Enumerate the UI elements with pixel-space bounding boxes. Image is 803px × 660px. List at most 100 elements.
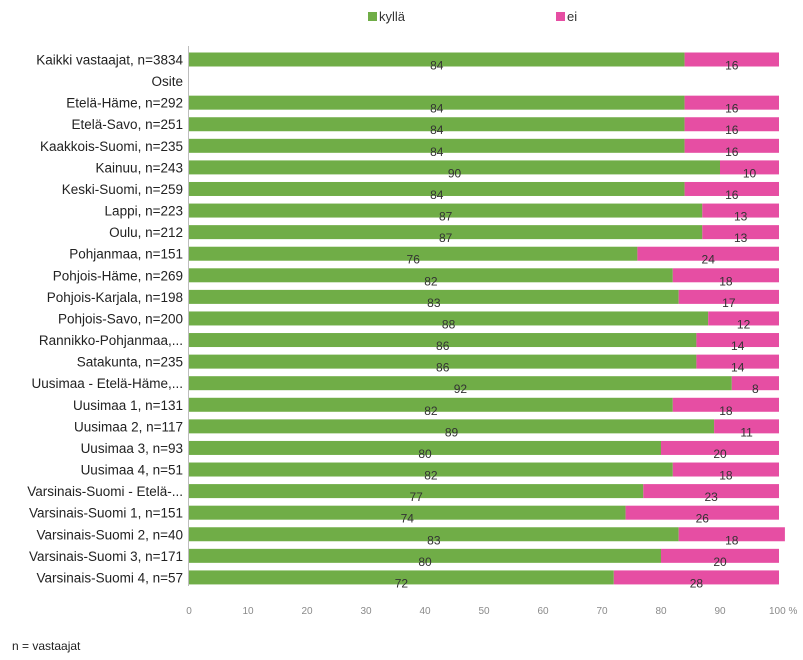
bar-ei-uusimaa-etela-hame (731, 376, 779, 391)
value-label-kylla-uusimaa-4-n-51: 82 (424, 469, 438, 483)
value-label-kylla-uusimaa-1-n-131: 82 (424, 404, 438, 418)
value-label-kylla-pohjois-karjala-n-198: 83 (427, 296, 441, 310)
bar-ei-varsinais-suomi-1-n-151 (625, 505, 779, 520)
value-label-kylla-lappi-n-223: 87 (439, 210, 453, 224)
value-label-ei-varsinais-suomi-2-n-40: 18 (725, 533, 739, 547)
category-label-uusimaa-1-n-131: Uusimaa 1, n=131 (73, 398, 183, 413)
bar-kylla-oulu-n-212 (189, 225, 703, 240)
category-label-etela-savo-n-251: Etelä-Savo, n=251 (72, 117, 183, 132)
bar-ei-pohjanmaa-n-151 (637, 246, 779, 261)
bar-ei-varsinais-suomi-4-n-57 (613, 570, 779, 585)
value-label-ei-uusimaa-1-n-131: 18 (719, 404, 733, 418)
value-label-kylla-oulu-n-212: 87 (439, 231, 453, 245)
category-label-uusimaa-etela-hame: Uusimaa - Etelä-Häme,... (31, 376, 183, 391)
x-tick-label: 0 (186, 606, 192, 617)
bar-ei-etela-hame-n-292 (684, 95, 779, 110)
bar-kylla-kainuu-n-243 (189, 160, 720, 175)
bar-kylla-uusimaa-1-n-131 (189, 397, 673, 412)
category-label-varsinais-suomi-4-n-57: Varsinais-Suomi 4, n=57 (37, 570, 183, 585)
value-label-kylla-satakunta-n-235: 86 (436, 361, 450, 375)
bar-kylla-kaakkois-suomi-n-235 (189, 138, 685, 153)
bar-kylla-uusimaa-etela-hame (189, 376, 732, 391)
bar-ei-rannikko-pohjanmaa (696, 333, 779, 348)
x-tick-label: 90 (714, 606, 726, 617)
category-label-pohjois-hame-n-269: Pohjois-Häme, n=269 (53, 268, 183, 283)
value-label-ei-etela-savo-n-251: 16 (725, 123, 739, 137)
category-label-varsinais-suomi-3-n-171: Varsinais-Suomi 3, n=171 (29, 549, 183, 564)
bar-kylla-keski-suomi-n-259 (189, 181, 685, 196)
value-label-ei-uusimaa-2-n-117: 11 (740, 425, 753, 439)
x-tick-label: 60 (537, 606, 549, 617)
bar-ei-pohjois-hame-n-269 (672, 268, 779, 283)
value-label-kylla-kainuu-n-243: 90 (448, 166, 462, 180)
category-label-oulu-n-212: Oulu, n=212 (109, 225, 183, 240)
bar-ei-keski-suomi-n-259 (684, 181, 779, 196)
value-label-ei-uusimaa-etela-hame: 8 (752, 382, 759, 396)
category-label-etela-hame-n-292: Etelä-Häme, n=292 (66, 96, 183, 111)
value-label-ei-pohjanmaa-n-151: 24 (702, 253, 716, 267)
category-label-lappi-n-223: Lappi, n=223 (105, 204, 183, 219)
bar-kylla-varsinais-suomi-4-n-57 (189, 570, 614, 585)
value-label-ei-varsinais-suomi-etela: 23 (704, 490, 718, 504)
category-label-uusimaa-4-n-51: Uusimaa 4, n=51 (81, 463, 183, 478)
bar-ei-pohjois-savo-n-200 (708, 311, 779, 326)
value-label-ei-lappi-n-223: 13 (734, 210, 748, 224)
bar-ei-varsinais-suomi-3-n-171 (661, 548, 779, 563)
bar-kylla-etela-savo-n-251 (189, 117, 685, 132)
bar-ei-varsinais-suomi-etela (643, 484, 779, 499)
legend-swatch-ei (556, 12, 565, 21)
bar-kylla-pohjois-savo-n-200 (189, 311, 709, 326)
category-label-kaakkois-suomi-n-235: Kaakkois-Suomi, n=235 (40, 139, 183, 154)
legend-swatch-kylla (368, 12, 377, 21)
value-label-ei-rannikko-pohjanmaa: 14 (731, 339, 745, 353)
category-label-osite: Osite (151, 74, 183, 89)
value-label-kylla-varsinais-suomi-4-n-57: 72 (395, 576, 409, 590)
value-label-kylla-kaakkois-suomi-n-235: 84 (430, 145, 444, 159)
category-label-varsinais-suomi-2-n-40: Varsinais-Suomi 2, n=40 (37, 527, 183, 542)
value-label-kylla-pohjois-hame-n-269: 82 (424, 274, 438, 288)
category-label-varsinais-suomi-1-n-151: Varsinais-Suomi 1, n=151 (29, 506, 183, 521)
bar-kylla-uusimaa-4-n-51 (189, 462, 673, 477)
bar-kylla-varsinais-suomi-1-n-151 (189, 505, 626, 520)
value-label-kylla-pohjanmaa-n-151: 76 (407, 253, 421, 267)
bar-kylla-pohjanmaa-n-151 (189, 246, 638, 261)
bar-kylla-satakunta-n-235 (189, 354, 697, 369)
bar-ei-uusimaa-4-n-51 (672, 462, 779, 477)
bar-ei-uusimaa-3-n-93 (661, 440, 779, 455)
value-label-ei-uusimaa-3-n-93: 20 (713, 447, 727, 461)
bar-kylla-rannikko-pohjanmaa (189, 333, 697, 348)
x-tick-label: 40 (419, 606, 431, 617)
bar-ei-kaikki-vastaajat-n-3834 (684, 52, 779, 67)
x-tick-label: 80 (655, 606, 667, 617)
bar-ei-oulu-n-212 (702, 225, 779, 240)
value-label-kylla-etela-savo-n-251: 84 (430, 123, 444, 137)
value-label-ei-keski-suomi-n-259: 16 (725, 188, 739, 202)
bar-kylla-kaikki-vastaajat-n-3834 (189, 52, 685, 67)
value-label-kylla-varsinais-suomi-etela: 77 (409, 490, 423, 504)
bar-kylla-uusimaa-2-n-117 (189, 419, 715, 434)
value-label-ei-kaakkois-suomi-n-235: 16 (725, 145, 739, 159)
value-label-ei-varsinais-suomi-3-n-171: 20 (713, 555, 727, 569)
category-label-pohjois-savo-n-200: Pohjois-Savo, n=200 (58, 311, 183, 326)
value-label-kylla-uusimaa-2-n-117: 89 (445, 425, 459, 439)
value-label-ei-uusimaa-4-n-51: 18 (719, 469, 733, 483)
bar-ei-lappi-n-223 (702, 203, 779, 218)
value-label-ei-pohjois-karjala-n-198: 17 (722, 296, 736, 310)
bar-kylla-varsinais-suomi-etela (189, 484, 644, 499)
bar-ei-uusimaa-2-n-117 (714, 419, 779, 434)
bar-kylla-etela-hame-n-292 (189, 95, 685, 110)
value-label-ei-etela-hame-n-292: 16 (725, 102, 739, 116)
value-label-kylla-varsinais-suomi-1-n-151: 74 (401, 512, 415, 526)
footnote: n = vastaajat (12, 639, 81, 653)
category-label-varsinais-suomi-etela: Varsinais-Suomi - Etelä-... (27, 484, 183, 499)
x-tick-label: 20 (301, 606, 313, 617)
category-label-kaikki-vastaajat-n-3834: Kaikki vastaajat, n=3834 (36, 53, 183, 68)
category-label-rannikko-pohjanmaa: Rannikko-Pohjanmaa,... (39, 333, 183, 348)
bars (189, 52, 785, 585)
value-label-kylla-etela-hame-n-292: 84 (430, 102, 444, 116)
value-label-ei-pohjois-hame-n-269: 18 (719, 274, 733, 288)
bar-ei-pohjois-karjala-n-198 (678, 289, 779, 304)
bar-kylla-lappi-n-223 (189, 203, 703, 218)
value-label-ei-varsinais-suomi-1-n-151: 26 (696, 512, 710, 526)
